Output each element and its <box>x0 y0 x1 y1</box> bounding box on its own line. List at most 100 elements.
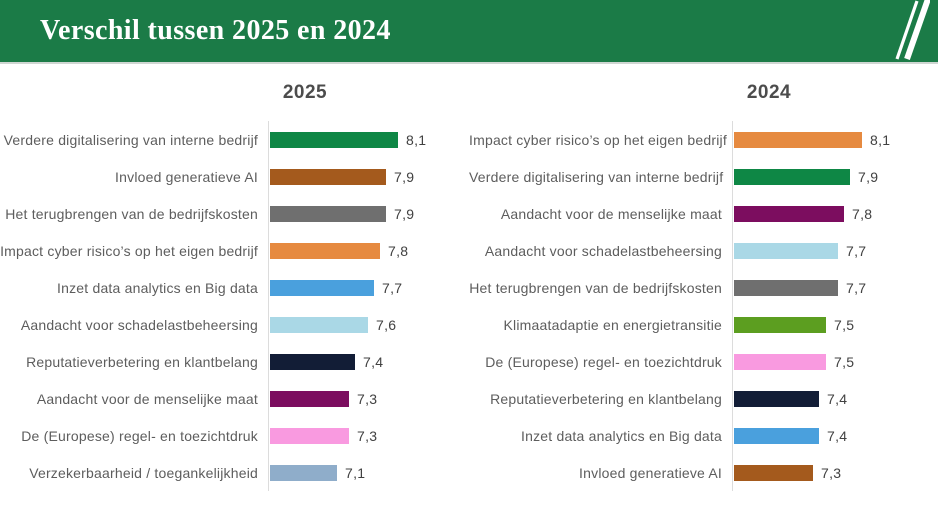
bar <box>734 168 850 185</box>
value-label: 8,1 <box>870 131 891 148</box>
chart-2025: 2025 Verdere digitalisering van interne … <box>0 64 469 491</box>
value-label: 8,1 <box>406 131 427 148</box>
bar-row: Aandacht voor de menselijke maat 7,3 <box>0 380 469 417</box>
bar-row: Verdere digitalisering van interne bedri… <box>469 158 938 195</box>
bar-row: Reputatieverbetering en klantbelang 7,4 <box>0 343 469 380</box>
bar-row: Verdere digitalisering van interne bedri… <box>0 121 469 158</box>
double-slash-logo <box>895 0 930 60</box>
category-label: Aandacht voor de menselijke maat <box>36 390 258 407</box>
bar-row: Invloed generatieve AI 7,9 <box>0 158 469 195</box>
category-label: Aandacht voor schadelastbeheersing <box>20 316 258 333</box>
category-label: Verdere digitalisering van interne bedri… <box>469 168 724 185</box>
category-label: Het terugbrengen van de bedrijfskosten <box>469 279 722 296</box>
chart-rows: Verdere digitalisering van interne bedri… <box>0 121 469 491</box>
bar-track: 7,9 <box>732 158 938 195</box>
value-label: 7,5 <box>834 316 855 333</box>
value-label: 7,6 <box>376 316 397 333</box>
bar-row: Klimaatadaptie en energietransitie 7,5 <box>469 306 938 343</box>
value-label: 7,5 <box>834 353 855 370</box>
bar <box>270 316 368 333</box>
bar-track: 7,5 <box>732 306 938 343</box>
bar-row: Het terugbrengen van de bedrijfskosten 7,… <box>469 269 938 306</box>
bar-track: 8,1 <box>732 121 938 158</box>
bar <box>734 242 838 259</box>
bar-track: 7,3 <box>268 380 469 417</box>
bar-track: 7,7 <box>732 269 938 306</box>
bar <box>734 353 826 370</box>
bar-track: 7,8 <box>268 232 469 269</box>
category-label: Reputatieverbetering en klantbelang <box>26 353 258 370</box>
bar-track: 7,9 <box>268 158 469 195</box>
bar-row: De (Europese) regel- en toezichtdruk 7,5 <box>469 343 938 380</box>
bar-row: Inzet data analytics en Big data 7,4 <box>469 417 938 454</box>
value-label: 7,7 <box>846 242 867 259</box>
bar-track: 7,5 <box>732 343 938 380</box>
bar-track: 7,1 <box>268 454 469 491</box>
bar-row: Het terugbrengen van de bedrijfskosten 7,… <box>0 195 469 232</box>
value-label: 7,7 <box>846 279 867 296</box>
bar-row: Inzet data analytics en Big data 7,7 <box>0 269 469 306</box>
bar-track: 7,7 <box>268 269 469 306</box>
bar <box>734 279 838 296</box>
charts-area: 2025 Verdere digitalisering van interne … <box>0 64 938 491</box>
value-label: 7,9 <box>394 168 415 185</box>
chart-title-2025: 2025 <box>282 82 328 103</box>
chart-title-2024: 2024 <box>746 82 792 103</box>
category-label: De (Europese) regel- en toezichtdruk <box>21 427 258 444</box>
value-label: 7,9 <box>394 205 415 222</box>
value-label: 7,3 <box>821 464 842 481</box>
category-label: Aandacht voor schadelastbeheersing <box>484 242 722 259</box>
bar <box>734 464 813 481</box>
category-label: Verdere digitalisering van interne bedri… <box>3 131 258 148</box>
value-label: 7,8 <box>388 242 409 259</box>
value-label: 7,8 <box>852 205 873 222</box>
bar-row: Aandacht voor schadelastbeheersing 7,7 <box>469 232 938 269</box>
bar <box>270 279 374 296</box>
bar-track: 7,4 <box>268 343 469 380</box>
bar-track: 7,3 <box>732 454 938 491</box>
bar-row: Impact cyber risico’s op het eigen bedri… <box>469 121 938 158</box>
bar <box>270 427 349 444</box>
value-label: 7,3 <box>357 427 378 444</box>
bar-track: 7,6 <box>268 306 469 343</box>
header: Verschil tussen 2025 en 2024 <box>0 0 938 64</box>
category-label: Invloed generatieve AI <box>579 464 722 481</box>
chart-rows: Impact cyber risico’s op het eigen bedri… <box>469 121 938 491</box>
category-label: Inzet data analytics en Big data <box>521 427 722 444</box>
bar <box>270 205 386 222</box>
chart-2024: 2024 Impact cyber risico’s op het eigen … <box>469 64 938 491</box>
bar <box>270 242 380 259</box>
bar-track: 7,3 <box>268 417 469 454</box>
bar <box>734 131 862 148</box>
value-label: 7,3 <box>357 390 378 407</box>
bar <box>734 390 819 407</box>
category-label: Reputatieverbetering en klantbelang <box>490 390 722 407</box>
bar-row: Reputatieverbetering en klantbelang 7,4 <box>469 380 938 417</box>
value-label: 7,1 <box>345 464 366 481</box>
bar-row: Aandacht voor de menselijke maat 7,8 <box>469 195 938 232</box>
bar-row: Invloed generatieve AI 7,3 <box>469 454 938 491</box>
bar <box>270 464 337 481</box>
category-label: Inzet data analytics en Big data <box>57 279 258 296</box>
value-label: 7,4 <box>363 353 384 370</box>
bar <box>270 168 386 185</box>
bar <box>734 205 844 222</box>
bar-track: 7,4 <box>732 380 938 417</box>
bar-track: 7,4 <box>732 417 938 454</box>
category-label: Invloed generatieve AI <box>115 168 258 185</box>
category-label: Aandacht voor de menselijke maat <box>500 205 722 222</box>
bar <box>734 427 819 444</box>
bar <box>270 353 355 370</box>
value-label: 7,4 <box>827 427 848 444</box>
category-label: Impact cyber risico’s op het eigen bedri… <box>0 242 258 259</box>
category-label: Impact cyber risico’s op het eigen bedri… <box>469 131 727 148</box>
value-label: 7,7 <box>382 279 403 296</box>
category-label: Klimaatadaptie en energietransitie <box>503 316 722 333</box>
page-title: Verschil tussen 2025 en 2024 <box>40 15 391 46</box>
category-label: Verzekerbaarheid / toegankelijkheid <box>29 464 258 481</box>
bar <box>734 316 826 333</box>
bar-track: 8,1 <box>268 121 469 158</box>
value-label: 7,9 <box>858 168 879 185</box>
value-label: 7,4 <box>827 390 848 407</box>
bar-row: Aandacht voor schadelastbeheersing 7,6 <box>0 306 469 343</box>
